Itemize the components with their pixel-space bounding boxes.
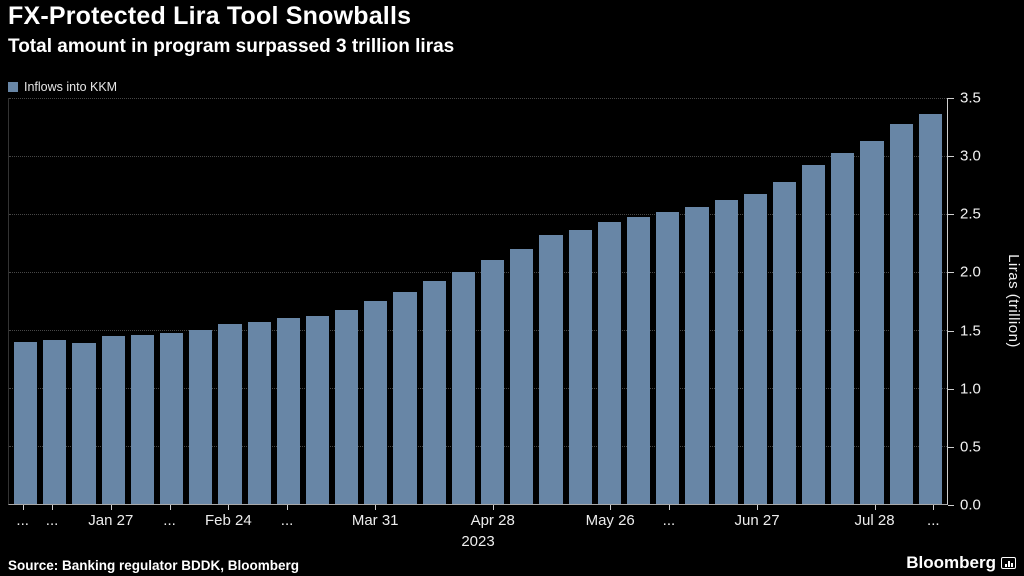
- bloomberg-logo: Bloomberg: [906, 553, 1016, 573]
- bar: [218, 324, 242, 504]
- legend: Inflows into KKM: [8, 80, 117, 94]
- y-tick-mark: [948, 272, 954, 274]
- gridline: [9, 214, 947, 215]
- gridline: [9, 388, 947, 389]
- x-tick-label: ...: [45, 512, 59, 529]
- x-tick-mark: [375, 505, 377, 510]
- bar: [14, 341, 38, 504]
- bar: [714, 200, 738, 504]
- chart-subtitle: Total amount in program surpassed 3 tril…: [8, 36, 455, 57]
- y-tick-label: 1.0: [960, 380, 981, 398]
- bloomberg-terminal-icon: [1001, 557, 1016, 569]
- y-axis: 0.0 0.5 1.0 1.5 2.0 2.5 3.0 3.5: [948, 90, 1018, 514]
- plot-area: [8, 98, 948, 505]
- y-tick-label: 0.5: [960, 438, 981, 456]
- bloomberg-wordmark: Bloomberg: [906, 553, 996, 572]
- y-tick-mark: [948, 214, 954, 216]
- bar: [451, 272, 475, 504]
- x-tick-mark: [668, 505, 670, 510]
- x-tick-mark: [110, 505, 112, 510]
- x-tick-mark: [492, 505, 494, 510]
- bar: [685, 207, 709, 504]
- y-tick-label: 3.0: [960, 147, 981, 165]
- x-tick-label: ...: [280, 512, 294, 529]
- bar: [335, 310, 359, 504]
- bar: [656, 211, 680, 504]
- y-tick-label: 2.0: [960, 263, 981, 281]
- x-tick-label: May 26: [585, 512, 635, 529]
- legend-swatch-icon: [8, 82, 18, 92]
- x-tick-label: ...: [662, 512, 676, 529]
- x-tick-mark: [228, 505, 230, 510]
- bar: [422, 281, 446, 504]
- x-tick-mark: [169, 505, 171, 510]
- x-tick-mark: [22, 505, 24, 510]
- x-axis: ...... Jan 27... Feb 24... Mar 31 Apr 28 May …: [8, 505, 948, 535]
- y-tick-mark: [948, 446, 954, 448]
- x-tick-label: Jul 28: [854, 512, 895, 529]
- bar: [72, 342, 96, 504]
- x-tick-label: Apr 28: [470, 512, 515, 529]
- bar: [101, 335, 125, 504]
- gridline: [9, 330, 947, 331]
- y-tick-mark: [948, 505, 954, 506]
- bar: [247, 321, 271, 504]
- y-tick-mark: [948, 98, 954, 99]
- y-tick-label: 3.5: [960, 89, 981, 107]
- bar: [189, 330, 213, 504]
- bar: [831, 152, 855, 504]
- bar: [481, 260, 505, 504]
- y-tick-mark: [948, 388, 954, 390]
- x-axis-year-label: 2023: [461, 533, 495, 550]
- y-tick-label: 2.5: [960, 205, 981, 223]
- x-tick-mark: [933, 505, 935, 510]
- bar-series: [9, 98, 947, 504]
- bar: [772, 181, 797, 504]
- bar: [276, 318, 300, 504]
- x-tick-mark: [757, 505, 759, 510]
- bar: [393, 291, 417, 504]
- bar: [568, 230, 592, 504]
- bar: [43, 340, 67, 504]
- source-note: Source: Banking regulator BDDK, Bloomber…: [8, 558, 300, 573]
- bar: [802, 165, 826, 504]
- y-tick-label: 1.5: [960, 322, 981, 340]
- gridline: [9, 98, 947, 99]
- y-tick-mark: [948, 156, 954, 158]
- x-tick-label: ...: [16, 512, 29, 529]
- y-tick-label: 0.0: [960, 496, 981, 514]
- bar: [305, 316, 330, 504]
- x-tick-mark: [874, 505, 876, 510]
- x-tick-label: Mar 31: [351, 512, 399, 529]
- bar: [743, 194, 767, 504]
- bar: [597, 222, 621, 504]
- y-axis-label: Liras (trillion): [1005, 254, 1022, 348]
- bar: [510, 248, 534, 504]
- bar: [918, 114, 942, 504]
- legend-label: Inflows into KKM: [24, 80, 118, 94]
- y-tick-mark: [948, 330, 954, 332]
- bar: [130, 334, 154, 504]
- bar: [539, 234, 563, 504]
- x-tick-label: Jun 27: [734, 512, 780, 529]
- x-tick-label: ...: [163, 512, 176, 529]
- x-tick-mark: [287, 505, 289, 510]
- bar: [364, 301, 388, 504]
- x-tick-label: Jan 27: [88, 512, 134, 529]
- bar: [860, 140, 884, 504]
- bar: [626, 217, 651, 504]
- gridline: [9, 272, 947, 273]
- gridline: [9, 156, 947, 157]
- x-tick-label: ...: [927, 512, 940, 529]
- bar: [159, 333, 184, 504]
- chart-title: FX-Protected Lira Tool Snowballs: [8, 2, 412, 30]
- gridline: [9, 446, 947, 447]
- x-tick-mark: [52, 505, 54, 510]
- x-tick-label: Feb 24: [204, 512, 252, 529]
- bar: [889, 123, 913, 504]
- x-tick-mark: [610, 505, 612, 510]
